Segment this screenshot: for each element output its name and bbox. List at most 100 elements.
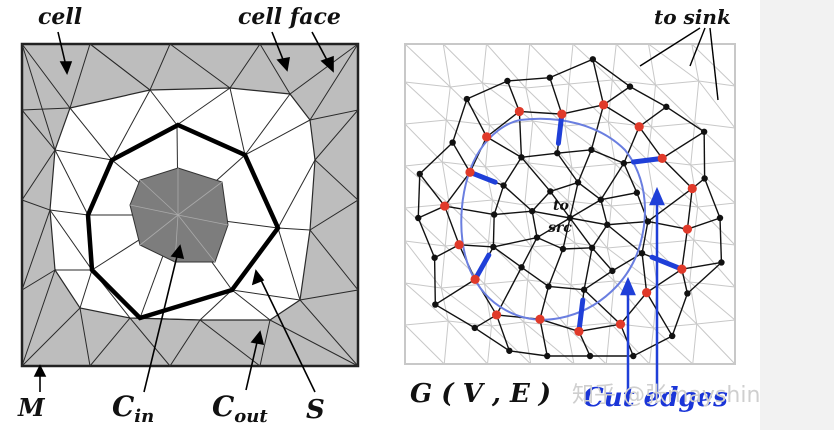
graph-node — [566, 214, 574, 222]
graph-node — [559, 245, 567, 253]
label-to-src-1: to — [553, 198, 569, 214]
graph-node — [609, 267, 616, 275]
cut-node — [440, 201, 450, 211]
grid-line — [570, 280, 615, 286]
right-margin — [760, 0, 834, 430]
grid-line — [564, 121, 609, 127]
cut-node — [615, 319, 626, 329]
graph-edge — [577, 181, 602, 201]
graph-edge — [686, 261, 722, 294]
grid-line — [567, 200, 576, 244]
grid-line — [525, 87, 534, 122]
graph-edge — [444, 171, 471, 207]
grid-line — [655, 84, 696, 124]
graph-node — [506, 347, 513, 354]
grid-line — [609, 322, 650, 365]
graph-edge — [686, 188, 693, 230]
cut-surface-s — [85, 122, 281, 321]
grid-line — [492, 199, 533, 248]
watermark: 知乎 @张mayshine — [572, 383, 774, 408]
cut-node — [470, 274, 480, 284]
graph-edge — [474, 327, 510, 352]
graph-edge — [492, 214, 495, 247]
grid-line — [447, 320, 488, 365]
grid-line — [488, 199, 493, 243]
graph-node — [431, 254, 438, 261]
graph-edge — [583, 270, 613, 291]
graph-edge — [459, 244, 494, 248]
graph-edge — [452, 142, 471, 173]
graph-node — [669, 332, 676, 340]
grid-line — [525, 43, 531, 89]
graph-edge — [539, 286, 550, 320]
grid-line — [525, 83, 570, 89]
graph-edge — [539, 319, 548, 357]
grid-line — [566, 326, 575, 365]
graph-edge — [444, 205, 495, 216]
grid-line — [566, 322, 611, 328]
graph-node — [716, 214, 724, 222]
cut-node — [598, 100, 609, 110]
graph-edge — [646, 292, 673, 337]
graph-edge — [641, 253, 648, 293]
cut-node — [454, 240, 464, 250]
grid-line — [531, 246, 572, 286]
graph-edge — [549, 190, 571, 219]
grid-line — [606, 247, 615, 282]
grid-line — [404, 81, 447, 121]
grid-line — [689, 239, 695, 283]
grid-line — [698, 80, 736, 129]
graph-edge — [619, 292, 648, 325]
grid-line — [523, 321, 575, 365]
grid-line — [655, 80, 699, 86]
cut-edge-pointers — [620, 186, 665, 392]
grid-line — [698, 80, 736, 87]
graph-node — [597, 196, 605, 203]
graph-node — [547, 188, 554, 195]
grid-line — [444, 203, 450, 247]
grid-line — [404, 324, 445, 365]
grid-line — [696, 319, 736, 325]
graph-edge — [531, 211, 538, 238]
background-triangulation — [404, 43, 736, 365]
grid-line — [487, 325, 492, 365]
grid-line — [690, 160, 736, 166]
grid-line — [607, 121, 648, 161]
grid-line — [404, 123, 443, 163]
graph-edge — [493, 185, 505, 215]
graph-edge — [623, 162, 638, 194]
grid-line — [449, 199, 493, 205]
cut-node — [514, 106, 524, 117]
graph-edge — [521, 266, 549, 288]
cut-node — [557, 109, 567, 119]
grid-line — [612, 79, 656, 86]
grid-line — [404, 282, 449, 322]
graph-edge — [636, 192, 649, 222]
label-to-src-2: src — [548, 220, 572, 236]
graph-edge — [632, 335, 673, 357]
graph-node — [490, 243, 497, 251]
cut-edge — [555, 111, 565, 146]
grid-line — [528, 162, 573, 169]
grid-line — [484, 279, 528, 285]
graph-edge — [647, 187, 693, 223]
graph-edge — [495, 314, 511, 352]
graph-edge — [583, 289, 621, 325]
graph-node — [589, 56, 597, 63]
cut-node — [642, 288, 652, 298]
grid-line — [450, 82, 483, 88]
black-nodes — [415, 56, 725, 360]
grid-line — [564, 83, 570, 127]
grid-line — [404, 320, 449, 326]
graph-edge — [600, 199, 608, 225]
cut-node — [482, 132, 492, 142]
grid-line — [608, 121, 652, 128]
graph-edge — [417, 173, 421, 219]
graph-edge — [520, 237, 538, 268]
graph-edge — [681, 261, 722, 270]
graph-edge — [592, 58, 631, 88]
grid-line — [568, 83, 609, 123]
core-spokes — [129, 168, 229, 263]
graph-node — [546, 74, 554, 81]
grid-line — [615, 43, 656, 86]
